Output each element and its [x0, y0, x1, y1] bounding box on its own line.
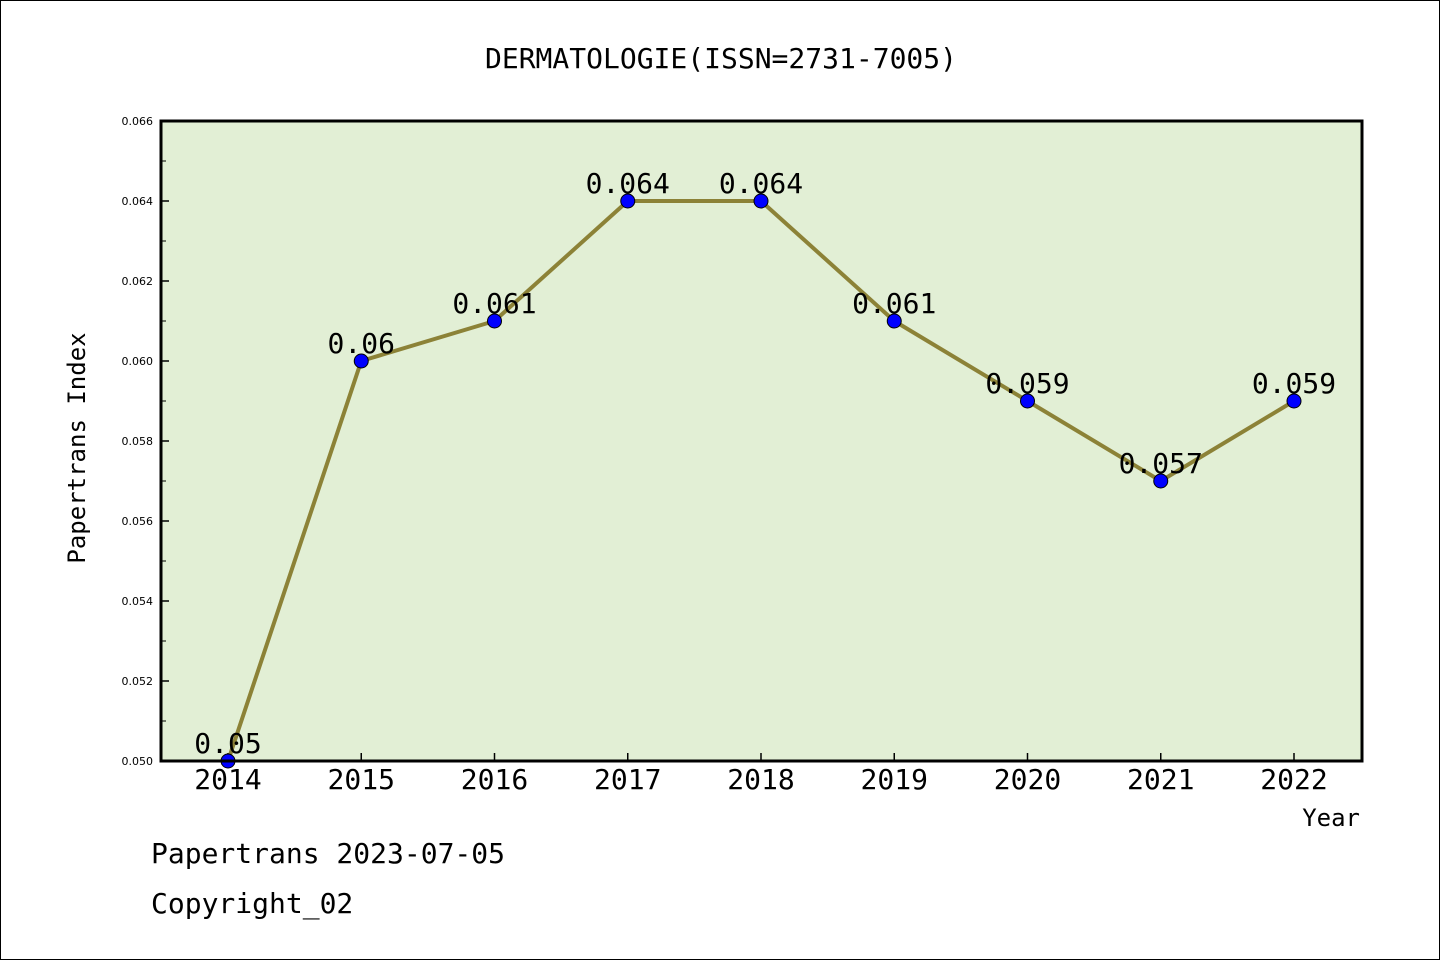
- y-tick-label: 0.058: [122, 435, 154, 448]
- plot-area: [161, 121, 1362, 761]
- x-tick-label: 2020: [994, 763, 1061, 796]
- chart-title: DERMATOLOGIE(ISSN=2731-7005): [485, 42, 957, 75]
- footer-date: Papertrans 2023-07-05: [151, 837, 506, 870]
- y-tick-label: 0.054: [122, 595, 154, 608]
- y-tick-label: 0.052: [122, 675, 154, 688]
- data-point: [1020, 393, 1035, 409]
- x-tick-label: 2016: [461, 763, 528, 796]
- data-point: [620, 193, 636, 209]
- y-tick-label: 0.050: [122, 755, 154, 768]
- x-axis: 2014 2015 2016 2017 2018 2019 2020 2021 2022: [194, 753, 1328, 796]
- y-tick-label: 0.056: [122, 515, 154, 528]
- data-point: [1286, 393, 1302, 409]
- x-tick-label: 2018: [727, 763, 794, 796]
- data-point: [753, 193, 769, 209]
- data-label: 0.06: [328, 327, 395, 360]
- data-label: 0.064: [719, 167, 803, 200]
- x-axis-title: Year: [1302, 804, 1360, 832]
- plot-frame: [159, 119, 1364, 763]
- footer-copyright: Copyright_02: [151, 887, 354, 920]
- data-label: 0.059: [985, 367, 1069, 400]
- data-labels: 0.05 0.06 0.061 0.064 0.064 0.061 0.059 0.057 0.…: [194, 167, 1336, 760]
- data-point: [487, 313, 502, 329]
- series-markers: [220, 193, 1302, 769]
- data-label: 0.05: [194, 727, 261, 760]
- data-label: 0.057: [1119, 447, 1203, 480]
- x-tick-label: 2022: [1260, 763, 1327, 796]
- data-label: 0.064: [586, 167, 670, 200]
- y-axis-title: Papertrans Index: [63, 332, 91, 563]
- x-tick-label: 2017: [594, 763, 661, 796]
- data-point: [1153, 473, 1169, 489]
- data-label: 0.061: [452, 287, 536, 320]
- y-tick-label: 0.062: [122, 275, 154, 288]
- x-tick-label: 2015: [328, 763, 395, 796]
- y-tick-label: 0.060: [122, 355, 154, 368]
- x-tick-label: 2021: [1127, 763, 1194, 796]
- y-tick-label: 0.066: [122, 115, 154, 128]
- x-tick-label: 2019: [861, 763, 928, 796]
- y-tick-label: 0.064: [122, 195, 154, 208]
- data-point: [886, 313, 902, 329]
- data-label: 0.059: [1252, 367, 1336, 400]
- y-axis: 0.050 0.052 0.054 0.056 0.058 0.060 0.062 0.064…: [122, 115, 169, 768]
- data-label: 0.061: [852, 287, 936, 320]
- data-point: [353, 353, 369, 369]
